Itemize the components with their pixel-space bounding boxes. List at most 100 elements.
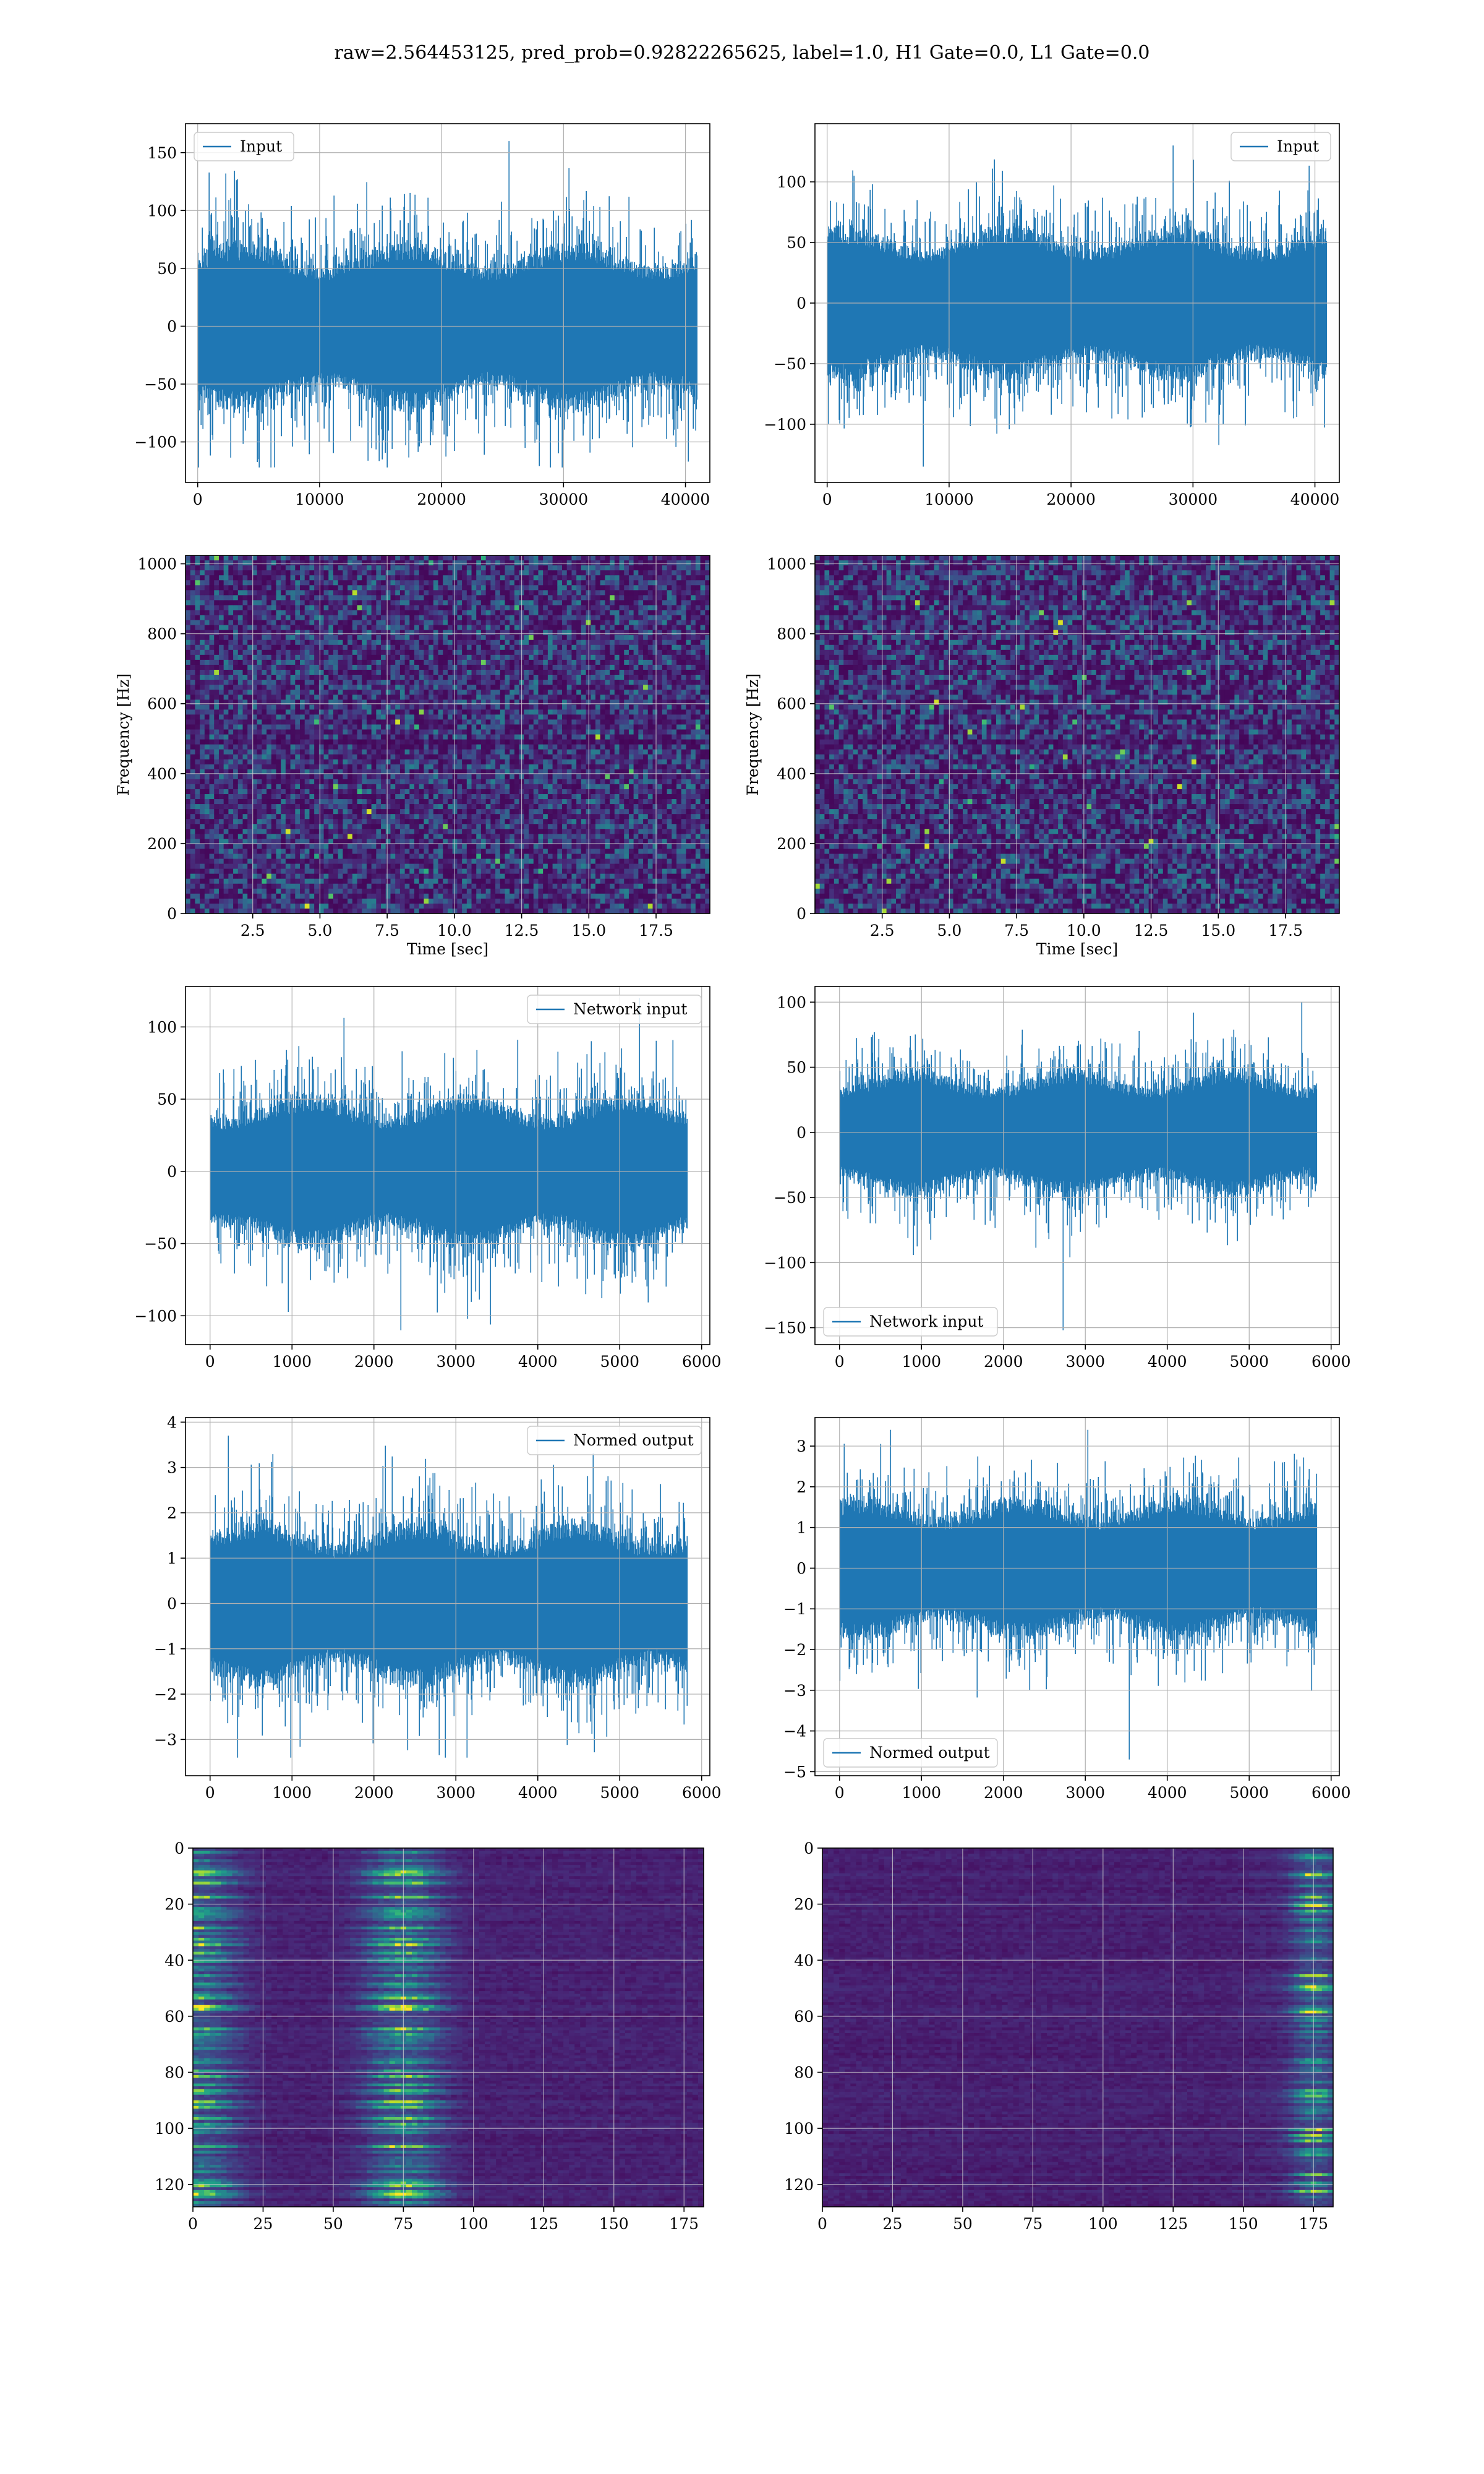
l1-input-xtick-label: 30000: [1169, 490, 1218, 508]
l1-network-input-ytick-label: 100: [777, 993, 806, 1011]
h1-normed-output-xtick-label: 2000: [354, 1784, 394, 1802]
h1-spectrogram-image: [186, 555, 710, 914]
l1-network-input-frame: [814, 986, 1340, 1345]
h1-network-input-ytick-label: 0: [167, 1163, 177, 1181]
figure-title: raw=2.564453125, pred_prob=0.92822265625…: [0, 42, 1484, 64]
h1-network-input-xtick-label: 4000: [518, 1353, 558, 1371]
l1-normed-output-xtick-label: 0: [835, 1784, 845, 1802]
h1-spectrogram-ytick-label: 0: [167, 905, 177, 923]
l1-spectrogram-ylabel: Frequency [Hz]: [744, 674, 762, 796]
l1-feature-map-ytick-label: 60: [794, 2008, 814, 2026]
l1-normed-output-ytick-label: −4: [783, 1723, 806, 1740]
h1-spectrogram-ytick-label: 1000: [137, 555, 177, 573]
l1-normed-output-ytick-label: 0: [796, 1559, 806, 1577]
h1-spectrogram-xtick-label: 12.5: [505, 922, 539, 940]
l1-network-input-ytick-label: 0: [796, 1124, 806, 1142]
l1-input-ytick-label: −50: [774, 355, 806, 373]
h1-network-input-xtick-label: 6000: [682, 1353, 722, 1371]
l1-network-input-ytick-label: 50: [787, 1059, 806, 1077]
l1-network-input-ytick-label: −100: [764, 1254, 806, 1272]
l1-normed-output-xtick-label: 2000: [984, 1784, 1023, 1802]
l1-network-input-legend: Network input: [823, 1307, 998, 1337]
l1-spectrogram-xlabel: Time [sec]: [1036, 940, 1118, 958]
h1-spectrogram-xtick-label: 15.0: [571, 922, 606, 940]
l1-spectrogram-ytick-label: 400: [777, 765, 806, 783]
h1-normed-output-xtick-label: 5000: [600, 1784, 639, 1802]
l1-normed-output-ytick-label: −5: [783, 1763, 806, 1781]
h1-normed-output-xtick-label: 3000: [436, 1784, 475, 1802]
l1-normed-output-ytick-label: −1: [783, 1600, 806, 1618]
h1-input-ytick-label: 50: [157, 260, 177, 278]
l1-normed-output-legend: Normed output: [823, 1738, 998, 1768]
h1-feature-map-ytick-label: 100: [155, 2120, 184, 2138]
h1-spectrogram-xtick-label: 2.5: [241, 922, 265, 940]
l1-input-ytick-label: 50: [787, 234, 806, 252]
h1-input-ytick-label: 100: [147, 202, 177, 220]
l1-feature-map-xtick-label: 50: [953, 2215, 973, 2233]
h1-network-input-xtick-label: 0: [205, 1353, 215, 1371]
l1-feature-map-ytick-label: 0: [804, 1839, 814, 1857]
h1-feature-map-ytick-label: 40: [164, 1951, 184, 1969]
l1-spectrogram-image: [815, 555, 1339, 914]
h1-network-input-legend-box: [527, 995, 702, 1024]
h1-input-legend: Input: [194, 132, 294, 161]
l1-feature-map-ytick-label: 40: [794, 1951, 814, 1969]
h1-normed-output-axes: 0 1000 2000 3000 4000 5000 6000 −3 −2 −1 0 1 2 3 4 Norm…: [154, 1413, 721, 1802]
h1-normed-output-ytick-label: 2: [167, 1504, 177, 1522]
l1-normed-output-ytick-label: 1: [796, 1519, 806, 1537]
l1-input-legend-label: Input: [1277, 137, 1319, 155]
l1-normed-output-ytick-label: −3: [783, 1682, 806, 1700]
l1-feature-map-xtick-label: 100: [1088, 2215, 1118, 2233]
l1-feature-map-image: [822, 1848, 1333, 2207]
l1-input-ytick-label: 100: [777, 173, 806, 191]
h1-spectrogram-ytick-label: 200: [147, 835, 177, 853]
h1-normed-output-ytick-label: 3: [167, 1459, 177, 1477]
l1-normed-output-ytick-label: 3: [796, 1437, 806, 1455]
l1-spectrogram-ytick-label: 0: [796, 905, 806, 923]
h1-normed-output-ytick-label: 0: [167, 1594, 177, 1612]
l1-network-input-ytick-label: −50: [774, 1189, 806, 1207]
h1-network-input-series-line: [210, 998, 688, 1330]
h1-normed-output-ytick-label: −3: [154, 1731, 177, 1748]
h1-spectrogram-xtick-label: 7.5: [375, 922, 399, 940]
h1-network-input-legend: Network input: [527, 995, 702, 1024]
l1-network-input-xtick-label: 1000: [902, 1353, 941, 1371]
l1-network-input-legend-label: Network input: [869, 1312, 983, 1330]
l1-normed-output-legend-box: [823, 1738, 998, 1768]
l1-input-xtick-label: 20000: [1046, 490, 1096, 508]
l1-normed-output-ytick-label: −2: [783, 1641, 806, 1659]
l1-spectrogram-xtick-label: 5.0: [937, 922, 962, 940]
h1-input-xtick-label: 0: [193, 490, 203, 508]
l1-feature-map-xtick-label: 125: [1158, 2215, 1188, 2233]
h1-input-frame: [185, 123, 710, 483]
l1-spectrogram-ytick-label: 600: [777, 695, 806, 713]
l1-feature-map-ytick-label: 120: [784, 2176, 814, 2194]
h1-normed-output-legend: Normed output: [527, 1426, 702, 1455]
h1-input-xtick-label: 10000: [295, 490, 344, 508]
h1-feature-map-ytick-label: 0: [174, 1839, 184, 1857]
h1-input-ytick-label: −100: [134, 434, 177, 452]
h1-feature-map-xtick-label: 0: [188, 2215, 198, 2233]
l1-input-axes: 0 10000 20000 30000 40000 −100 −50 0 50 100 Input: [764, 123, 1340, 508]
h1-feature-map-xtick-label: 125: [529, 2215, 558, 2233]
l1-spectrogram-xtick-label: 17.5: [1268, 922, 1303, 940]
h1-normed-output-legend-label: Normed output: [573, 1431, 694, 1449]
h1-feature-map-image: [193, 1848, 704, 2207]
h1-input-ytick-label: 150: [147, 144, 177, 162]
h1-input-xtick-label: 30000: [539, 490, 589, 508]
l1-feature-map-xtick-label: 0: [817, 2215, 827, 2233]
l1-feature-map-ytick-label: 80: [794, 2064, 814, 2082]
h1-feature-map-ytick-label: 80: [164, 2064, 184, 2082]
l1-input-legend: Input: [1230, 132, 1331, 161]
h1-normed-output-ytick-label: 4: [167, 1413, 177, 1431]
l1-network-input-xtick-label: 4000: [1148, 1353, 1187, 1371]
h1-normed-output-ytick-label: −2: [154, 1685, 177, 1703]
h1-normed-output-ytick-label: −1: [154, 1640, 177, 1658]
l1-input-xtick-label: 40000: [1290, 490, 1340, 508]
l1-normed-output-xtick-label: 4000: [1148, 1784, 1187, 1802]
h1-feature-map-xtick-label: 100: [459, 2215, 488, 2233]
h1-normed-output-frame: [185, 1417, 710, 1776]
l1-network-input-xtick-label: 5000: [1229, 1353, 1269, 1371]
h1-network-input-ytick-label: −100: [134, 1307, 177, 1325]
